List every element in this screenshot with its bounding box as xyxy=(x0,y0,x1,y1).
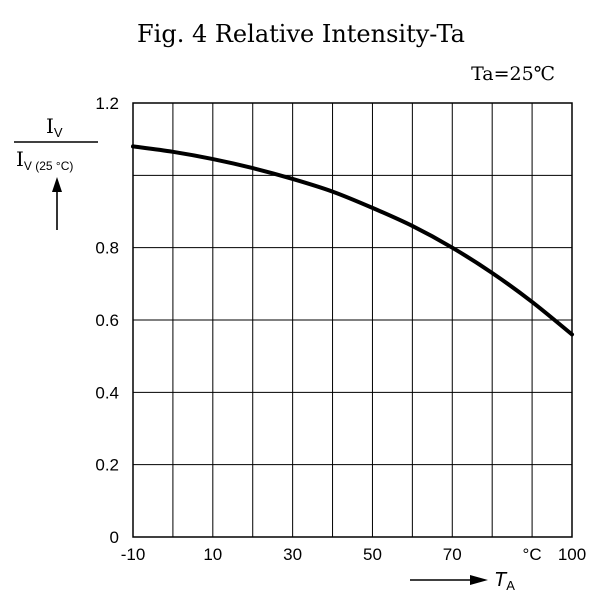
x-tick-label: 70 xyxy=(443,545,462,564)
right-arrow-icon xyxy=(410,575,488,585)
y-tick-label: 0.6 xyxy=(95,311,119,330)
chart-title: Fig. 4 Relative Intensity-Ta xyxy=(137,20,465,48)
plot-frame xyxy=(132,102,573,538)
x-label-sub: A xyxy=(506,578,515,592)
y-tick-label: 1.2 xyxy=(95,94,119,113)
x-tick-labels: -10 10 30 50 70 °C 100 xyxy=(121,545,586,564)
series-line xyxy=(131,144,574,337)
y-tick-label: 0.4 xyxy=(95,383,119,402)
x-tick-label: °C xyxy=(523,545,542,564)
up-arrow-icon xyxy=(52,177,62,230)
y-label-denominator-sub: V (25 °C) xyxy=(24,159,73,173)
y-tick-label: 0.8 xyxy=(95,239,119,258)
series-layer xyxy=(131,144,574,337)
x-tick-label: -10 xyxy=(121,545,146,564)
condition-label: Ta=25℃ xyxy=(471,63,555,85)
x-tick-label: 10 xyxy=(203,545,222,564)
x-tick-label: 50 xyxy=(363,545,382,564)
y-label-denominator: IV (25 °C) xyxy=(16,147,73,173)
x-tick-label: 100 xyxy=(558,545,586,564)
y-label-numerator-sub: V xyxy=(54,125,63,140)
y-tick-label: 0 xyxy=(110,528,119,547)
x-label-symbol: TA xyxy=(494,569,515,592)
x-tick-label: 30 xyxy=(283,545,302,564)
plot-border xyxy=(132,102,573,538)
y-tick-labels: 0 0.2 0.4 0.6 0.8 1.2 xyxy=(95,94,119,547)
grid xyxy=(132,102,573,538)
y-label-numerator: IV xyxy=(46,114,63,140)
y-axis-label: IV IV (25 °C) xyxy=(14,114,98,230)
x-axis-label: TA xyxy=(410,569,515,593)
y-tick-label: 0.2 xyxy=(95,456,119,475)
